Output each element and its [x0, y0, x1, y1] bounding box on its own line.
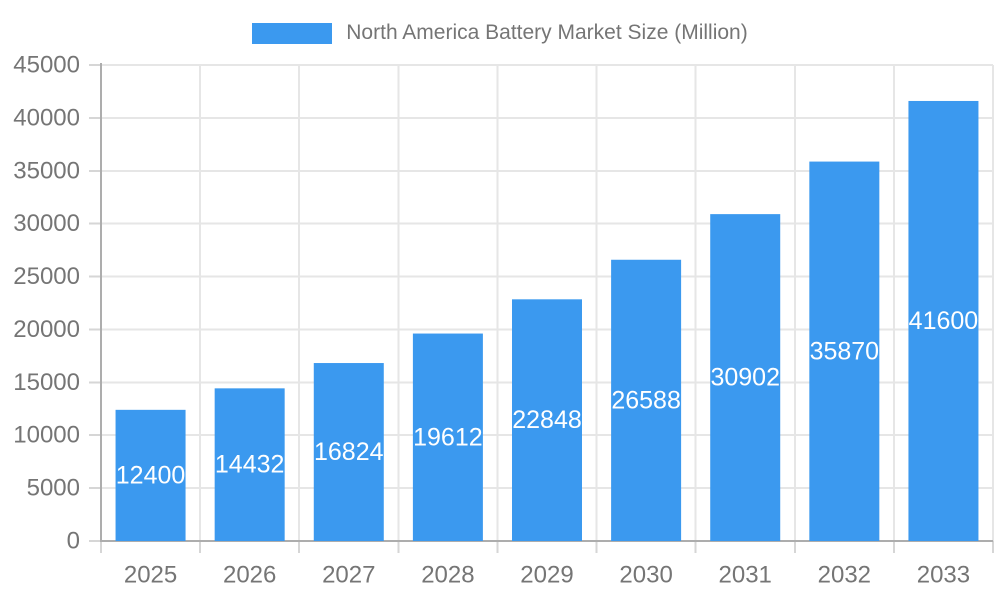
- y-axis-label: 20000: [13, 316, 80, 343]
- x-axis-label: 2031: [719, 562, 772, 589]
- bar: [611, 259, 682, 541]
- x-axis-label: 2029: [520, 562, 573, 589]
- x-axis-label: 2030: [619, 562, 672, 589]
- bar-value-label: 26588: [611, 386, 681, 414]
- y-axis-label: 25000: [13, 263, 80, 290]
- bar-value-label: 41600: [909, 307, 979, 335]
- y-axis-label: 40000: [13, 104, 80, 131]
- bar: [512, 299, 582, 541]
- bar-value-label: 16824: [314, 438, 384, 466]
- y-axis-label: 35000: [13, 157, 80, 184]
- x-axis-label: 2027: [322, 562, 375, 589]
- bar: [313, 363, 384, 541]
- bar-value-label: 22848: [512, 406, 582, 434]
- x-axis-label: 2028: [421, 562, 474, 589]
- x-axis-labels: 2025 2026 2027 2028 2029 2030 2031 2032 2033: [124, 562, 970, 589]
- bar-value-labels: 12400 14432 16824 19612 22848 26588 30902 35870…: [116, 307, 978, 489]
- y-axis-label: 30000: [13, 210, 80, 237]
- y-axis-label: 15000: [13, 369, 80, 396]
- x-axis-label: 2033: [917, 562, 970, 589]
- y-axis-label: 45000: [13, 52, 80, 79]
- y-axis-label: 5000: [27, 475, 80, 502]
- x-axis-label: 2032: [818, 562, 871, 589]
- legend-swatch: [252, 22, 333, 44]
- y-axis-label: 10000: [13, 422, 80, 449]
- bar-value-label: 14432: [215, 451, 285, 479]
- x-axis-label: 2025: [124, 562, 177, 589]
- bar-value-label: 19612: [413, 423, 483, 451]
- bars: [115, 100, 979, 542]
- bar: [412, 333, 483, 541]
- bar: [809, 161, 880, 541]
- y-axis-label: 0: [67, 528, 80, 555]
- legend-item[interactable]: North America Battery Market Size (Milli…: [0, 21, 1000, 45]
- bar-value-label: 30902: [710, 364, 780, 392]
- legend-label: North America Battery Market Size (Milli…: [346, 21, 748, 44]
- bar: [908, 100, 979, 541]
- y-axis-labels: 0 5000 10000 15000 20000 25000 30000 35000 40000…: [13, 52, 80, 555]
- axis-ticks: [89, 64, 994, 553]
- bar-value-label: 12400: [116, 461, 186, 489]
- x-axis-label: 2026: [223, 562, 276, 589]
- bar-value-label: 35870: [810, 337, 880, 365]
- bar: [710, 214, 781, 542]
- bar: [115, 409, 186, 541]
- bar: [214, 388, 285, 541]
